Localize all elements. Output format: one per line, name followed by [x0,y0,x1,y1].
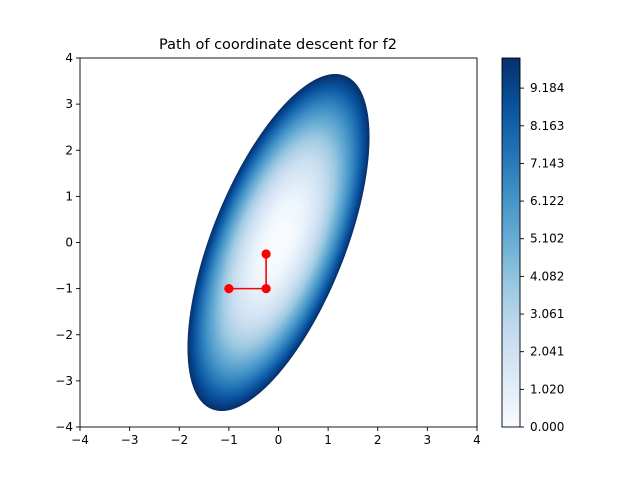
x-axis-ticks: −4 −3 −2 −1 0 1 2 3 4 [71,427,481,447]
x-tick-label: −4 [71,433,89,447]
x-tick-label: −1 [220,433,238,447]
x-tick-label: −3 [121,433,139,447]
colorbar-frame [501,57,521,428]
x-tick-label: 3 [424,433,432,447]
colorbar-tick-label: 6.122 [530,194,564,208]
y-tick-label: −4 [55,420,73,434]
colorbar-tick-label: 9.184 [530,81,564,95]
y-tick-label: 0 [65,236,73,250]
x-tick-label: 1 [324,433,332,447]
descent-path-point [224,284,234,294]
colorbar-tick-label: 4.082 [530,269,564,283]
y-tick-label: 4 [65,51,73,65]
y-tick-label: 1 [65,189,73,203]
chart-title: Path of coordinate descent for f2 [159,37,397,53]
colorbar: 0.000 1.020 2.041 3.061 4.082 5.102 6.122 7.143… [501,57,564,434]
colorbar-tick-label: 7.143 [530,156,564,170]
descent-path-point [261,249,271,259]
descent-path [224,249,271,294]
contour-level [265,218,292,267]
colorbar-tick-label: 8.163 [530,119,564,133]
y-axis-ticks: −4 −3 −2 −1 0 1 2 3 4 [55,51,80,434]
y-tick-label: 3 [65,97,73,111]
x-tick-label: 0 [275,433,283,447]
colorbar-tick-label: 5.102 [530,232,564,246]
y-tick-label: −3 [55,374,73,388]
x-tick-label: 4 [473,433,481,447]
plot-area [187,73,370,412]
colorbar-tick-label: 0.000 [530,420,564,434]
contour-fill [187,73,370,412]
y-tick-label: −1 [55,282,73,296]
colorbar-tick-label: 3.061 [530,307,564,321]
y-tick-label: −2 [55,328,73,342]
x-tick-label: 2 [374,433,382,447]
colorbar-fill [502,58,520,427]
y-tick-label: 2 [65,143,73,157]
descent-path-point [261,284,271,294]
colorbar-ticks: 0.000 1.020 2.041 3.061 4.082 5.102 6.122 7.143… [520,81,564,434]
colorbar-tick-label: 2.041 [530,345,564,359]
x-tick-label: −2 [170,433,188,447]
colorbar-tick-label: 1.020 [530,382,564,396]
